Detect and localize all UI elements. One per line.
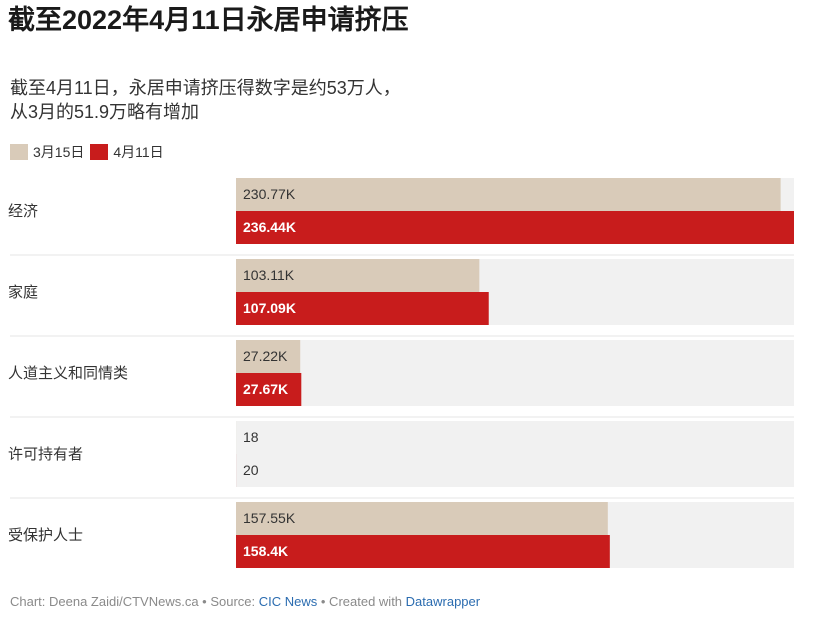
chart-title: 截至2022年4月11日永居申请挤压 — [8, 5, 409, 35]
value-label-april: 236.44K — [243, 219, 296, 235]
legend-swatch-march — [10, 144, 28, 160]
legend-item-march: 3月15日 — [10, 142, 84, 162]
category-label: 许可持有者 — [8, 446, 83, 463]
bar-april — [236, 373, 302, 406]
value-label-april: 27.67K — [243, 381, 288, 397]
legend-label-march: 3月15日 — [33, 144, 85, 160]
bar-april — [236, 292, 489, 325]
chart-footer: Chart: Deena Zaidi/CTVNews.ca • Source: … — [10, 594, 480, 609]
source-link[interactable]: CIC News — [258, 594, 318, 609]
category-label: 经济 — [8, 203, 38, 220]
datawrapper-link[interactable]: Datawrapper — [405, 594, 481, 609]
subtitle-line-2: 从3月的51.9万略有增加 — [10, 102, 200, 122]
value-label-march: 157.55K — [243, 510, 296, 526]
value-label-march: 230.77K — [243, 186, 296, 202]
legend: 3月15日 4月11日 — [10, 144, 170, 160]
value-label-april: 20 — [243, 462, 259, 478]
value-label-april: 107.09K — [243, 300, 296, 316]
bar-march — [236, 259, 480, 292]
category-label: 家庭 — [8, 284, 38, 301]
value-label-april: 158.4K — [243, 543, 288, 559]
bar-march — [236, 178, 781, 211]
bar-chart: 经济 230.77K 236.44K 家庭 103.11K 107.09K 人道主义和同情类… — [8, 178, 794, 568]
bar-march — [236, 502, 608, 535]
subtitle-line-1: 截至4月11日，永居申请挤压得数字是约53万人， — [10, 78, 401, 98]
footer-credit: Chart: Deena Zaidi/CTVNews.ca • Source: — [10, 594, 259, 609]
category-label: 受保护人士 — [8, 527, 83, 544]
category-label: 人道主义和同情类 — [8, 365, 128, 382]
value-label-march: 103.11K — [243, 267, 295, 283]
legend-label-april: 4月11日 — [113, 144, 164, 160]
chart-subtitle: 截至4月11日，永居申请挤压得数字是约53万人， 从3月的51.9万略有增加 — [10, 76, 470, 124]
footer-middle: • Created with — [317, 594, 406, 609]
bar-track — [236, 340, 794, 406]
legend-item-april: 4月11日 — [90, 142, 164, 162]
bar-track — [236, 421, 794, 487]
value-label-march: 18 — [243, 429, 259, 445]
bar-april — [236, 535, 610, 568]
value-label-march: 27.22K — [243, 348, 288, 364]
bar-march — [236, 340, 301, 373]
legend-swatch-april — [90, 144, 109, 160]
bar-april — [236, 211, 794, 244]
